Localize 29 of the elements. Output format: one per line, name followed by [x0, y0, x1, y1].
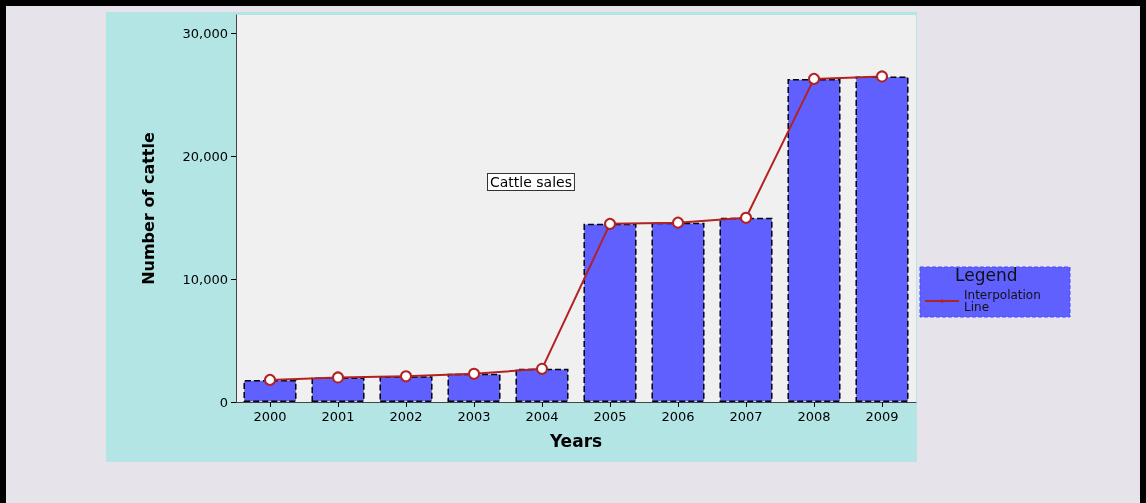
annotation: Cattle sales [490, 174, 572, 190]
y-tick-label: 10,000 [182, 271, 228, 287]
x-tick-label: 2004 [525, 409, 559, 424]
x-tick-label: 2006 [661, 409, 695, 424]
point [876, 70, 888, 83]
x-axis-title: Years [548, 430, 603, 451]
legend-title: Legend [955, 264, 1018, 285]
x-tick-label: 2009 [865, 409, 899, 424]
point [332, 371, 344, 384]
point [740, 211, 752, 224]
point [808, 72, 820, 85]
point [536, 362, 548, 375]
point [672, 216, 684, 229]
x-tick-label: 2005 [593, 409, 627, 424]
x-tick-label: 2001 [321, 409, 355, 424]
point [604, 217, 616, 230]
x-tick-label: 2000 [253, 409, 287, 424]
x-tick-label: 2003 [457, 409, 491, 424]
x-tick-label: 2008 [797, 409, 831, 424]
y-tick-label: 30,000 [182, 25, 228, 41]
point [264, 373, 276, 386]
y-tick-label: 20,000 [182, 148, 228, 164]
y-axis-title: Number of cattle [138, 132, 158, 285]
x-tick-label: 2007 [729, 409, 763, 424]
legend-label: Interpolation Line [964, 288, 1045, 314]
x-tick-label: 2002 [389, 409, 423, 424]
point [468, 367, 480, 380]
y-tick-label: 0 [219, 394, 228, 410]
point [400, 370, 412, 383]
